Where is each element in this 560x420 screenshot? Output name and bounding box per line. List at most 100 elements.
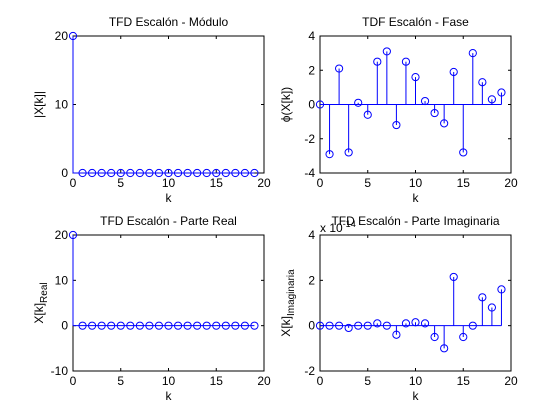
stem-marker [212,321,221,330]
stem-marker [107,168,116,178]
stem-marker [382,47,391,56]
stem-marker [240,168,249,178]
stem-marker [240,321,249,330]
stem-marker [173,321,183,330]
x-tick-label: 20 [257,374,271,388]
stem-marker [468,321,477,330]
stem-marker [344,148,353,157]
stem-marker [497,285,506,294]
x-tick-label: 20 [504,374,518,388]
stem-marker [354,321,363,330]
stem-marker [231,168,240,178]
stem-marker [373,319,382,328]
stem-marker [401,319,411,328]
x-tick-label: 5 [117,374,124,388]
plot-frame [72,234,265,372]
x-axis-label: k [166,191,173,205]
y-tick-label: 20 [55,228,69,242]
stem-marker [221,321,230,330]
x-axis-label: k [413,389,420,403]
stem-marker [107,321,116,330]
stem-marker [449,67,458,77]
stem-marker [250,168,259,178]
y-tick-label: 10 [55,273,69,287]
stem-marker [325,321,334,330]
plot-frame [72,35,265,174]
x-tick-label: 5 [364,374,371,388]
stem-marker [420,319,430,328]
stem-marker [126,321,135,330]
stem-marker [478,293,487,302]
x-tick-label: 20 [504,176,518,190]
x-tick-label: 10 [409,176,423,190]
stem-marker [154,321,164,330]
stem-marker [68,31,78,41]
stem-marker [335,64,344,73]
stem-marker [363,110,372,119]
stem-marker [88,168,97,178]
chart-title: TFD Escalón - Parte Imaginaria [331,214,499,228]
stem-marker [68,230,78,240]
y-tick-label: 0 [61,319,68,333]
stem-marker [193,321,202,330]
x-tick-label: 20 [257,176,271,190]
stem-marker [420,96,430,106]
chart-title: TFD Escalón - Parte Real [100,214,237,228]
stem-marker [250,321,259,330]
subplot-2: 0 5 10 15 20 -4 -2 0 2 4 TDF Escalón - Fase k ϕ(X[k]… [279,15,518,205]
stem-marker [459,332,468,342]
stem-marker [468,49,477,58]
stem-marker [363,321,372,330]
y-tick-label: -2 [304,132,315,146]
x-tick-label: 15 [457,176,471,190]
x-tick-label: 15 [457,374,471,388]
stem-marker [459,148,468,157]
stem-marker [202,321,211,330]
stem-marker [315,100,325,109]
chart-title: TFD Escalón - Módulo [109,15,229,29]
y-exponent-label: x 10-14 [320,219,356,235]
stem-marker [231,321,240,330]
y-axis-label: X[k]Imaginaria [279,269,297,337]
stem-marker [487,95,496,104]
stem-marker [440,344,449,353]
stem-marker [173,168,183,178]
stem-marker [392,330,401,339]
stem-marker [315,321,325,330]
y-axis-label: ϕ(X[k]) [279,87,293,122]
stem-marker [193,168,202,178]
y-tick-label: -10 [51,364,69,378]
subplot-1: 0 5 10 15 20 0 10 20 TFD Escalón - Módulo k |X[k]| [32,15,271,205]
stem-marker [325,150,334,159]
stem-marker [335,321,344,330]
stem-marker [354,98,363,107]
stem-marker [183,321,192,330]
plot-frame [319,234,512,372]
stem-marker [97,321,106,330]
y-tick-label: 2 [308,63,315,77]
y-tick-label: 0 [61,166,68,180]
y-axis-label: X[k]Real [32,282,50,323]
stem-marker [135,321,144,330]
x-tick-label: 10 [409,374,423,388]
stem-marker [440,119,449,128]
x-tick-label: 0 [317,374,324,388]
stem-marker [202,168,211,178]
y-tick-label: 0 [308,319,315,333]
stem-marker [478,78,487,87]
x-tick-label: 0 [70,176,77,190]
x-tick-label: 15 [210,176,224,190]
y-axis-label: |X[k]| [32,91,46,118]
stem-marker [88,321,97,330]
x-tick-label: 15 [210,374,224,388]
y-tick-label: -4 [304,166,315,180]
y-tick-label: 20 [55,29,69,43]
x-tick-label: 5 [364,176,371,190]
stem-marker [401,57,411,66]
stem-marker [449,272,458,282]
stem-marker [212,168,221,178]
stem-marker [78,168,87,178]
stem-marker [411,318,420,327]
